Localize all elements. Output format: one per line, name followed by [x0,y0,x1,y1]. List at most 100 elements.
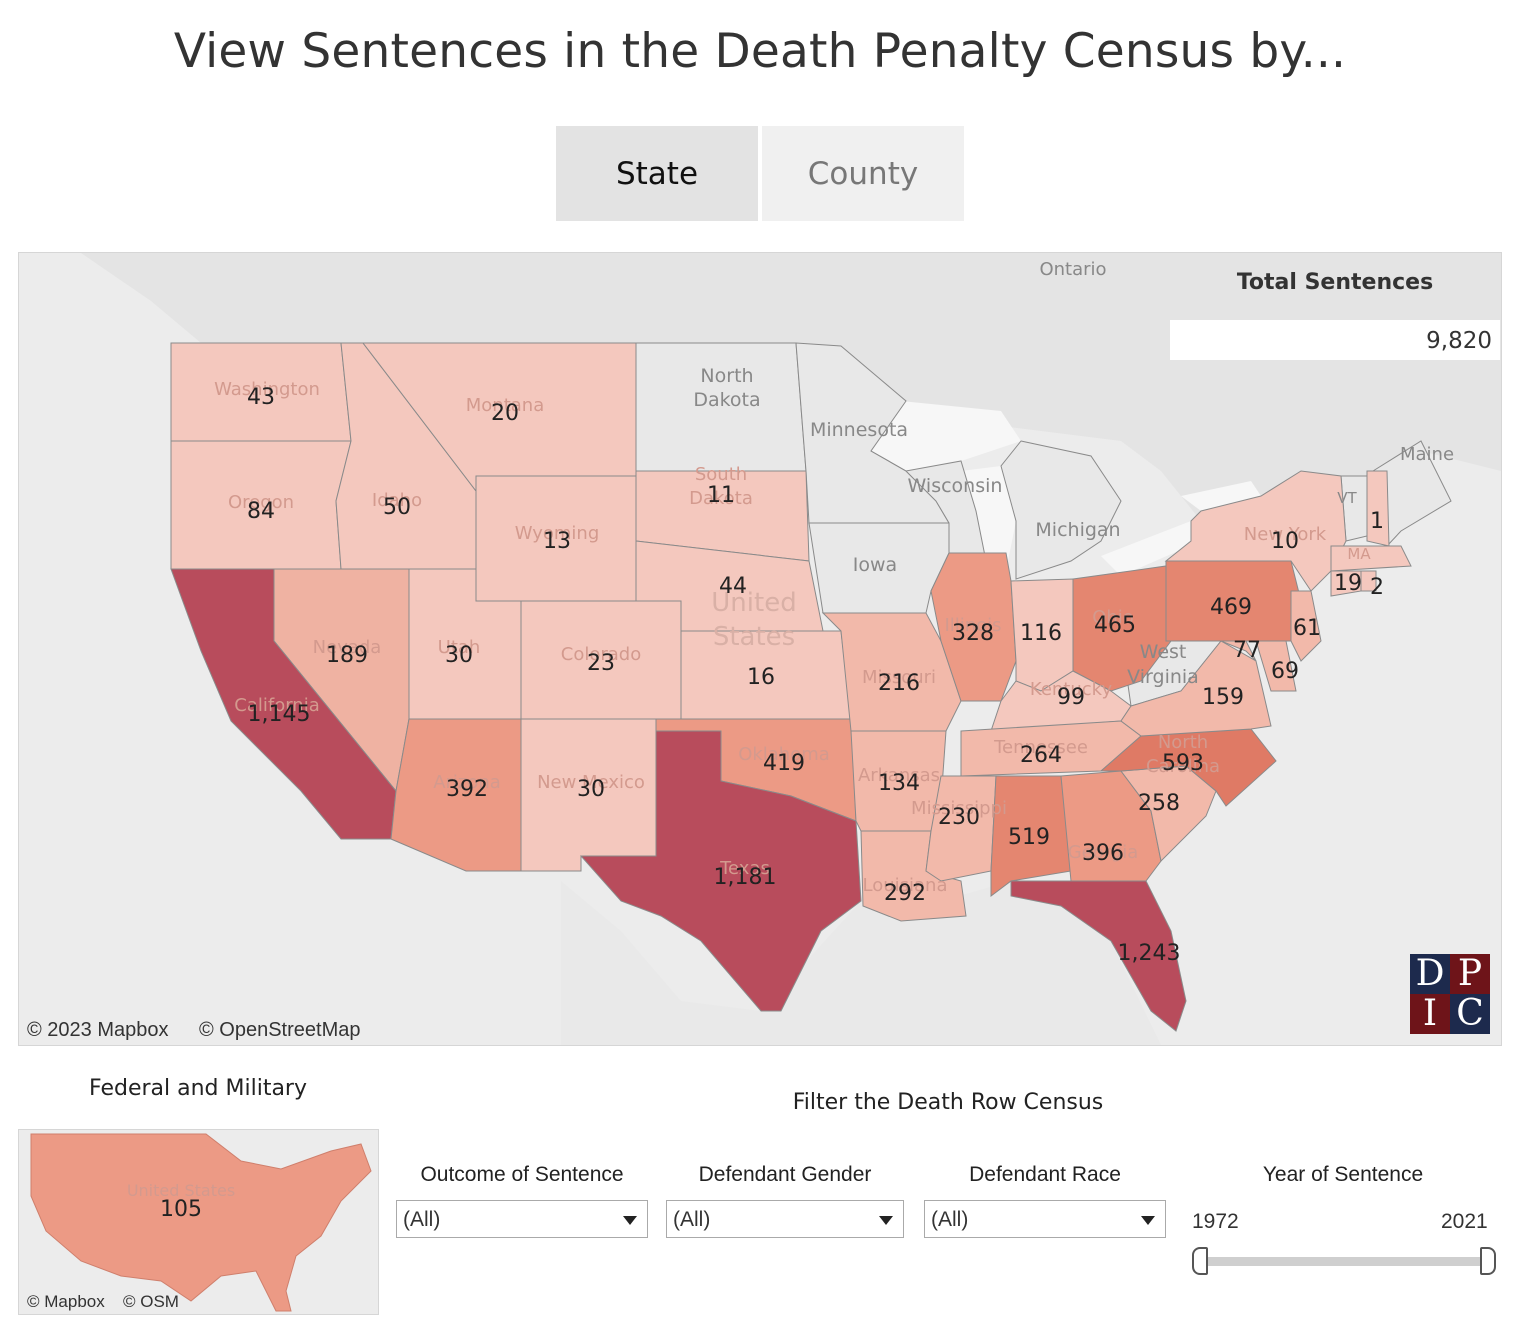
tab-county[interactable]: County [762,126,964,221]
value-louisiana: 292 [884,881,926,906]
gender-select-value: (All) [673,1208,711,1231]
value-connecticut: 19 [1334,571,1362,596]
value-ohio: 465 [1094,613,1136,638]
faint-missouri: Missouri [862,667,936,688]
faint-oklahoma: Oklahoma [738,744,830,765]
faint-idaho: Idaho [372,490,422,511]
federal-faint-label: United States [127,1181,235,1200]
faint-new-mexico: New Mexico [537,772,645,793]
label-united-states-1: United [711,588,796,618]
faint-nevada: Nevada [313,637,382,658]
value-new-mexico: 30 [577,777,605,802]
value-arizona: 392 [446,777,488,802]
gulf-water [561,881,1161,1045]
lake-ontario [1181,481,1261,511]
federal-map[interactable]: United States 105 © Mapbox © OSM [18,1129,379,1315]
federal-mapbox-attribution[interactable]: © Mapbox [27,1292,105,1311]
value-indiana: 116 [1020,621,1062,646]
faint-louisiana: Louisiana [863,875,948,896]
state-texas [579,730,862,1012]
value-alabama: 519 [1008,825,1050,850]
value-colorado: 23 [587,651,615,676]
value-pennsylvania: 469 [1210,595,1252,620]
label-michigan: Michigan [1035,519,1120,541]
value-georgia: 396 [1082,841,1124,866]
federal-title: Federal and Military [89,1076,307,1101]
state-map[interactable]: Ontario North Dakota Minnesota Wisconsin… [18,252,1502,1046]
state-michigan [1000,440,1122,580]
value-kentucky: 99 [1057,685,1085,710]
faint-mississippi: Mississippi [911,798,1007,819]
state-values: 43 84 1,145 50 189 20 13 30 392 23 30 11… [247,385,1384,966]
faint-south-dakota-1: South [695,464,747,485]
faint-north-carolina-1: North [1158,732,1208,753]
year-label: Year of Sentence [1262,1163,1424,1186]
value-missouri: 216 [878,671,920,696]
year-slider-min-handle[interactable] [1192,1247,1208,1275]
value-maryland: 77 [1233,638,1261,663]
federal-us-shape[interactable] [30,1133,372,1312]
year-slider-track[interactable] [1200,1257,1488,1266]
canada-land [81,253,1501,521]
faint-montana: Montana [466,395,544,416]
state-rhode-island [1360,570,1377,592]
label-maine: Maine [1400,444,1454,465]
outcome-label: Outcome of Sentence [420,1163,624,1186]
faint-wyoming: Wyoming [515,523,600,544]
faint-georgia: Georgia [1068,842,1139,863]
faint-ohio: Ohio [1092,607,1134,628]
label-vt: VT [1337,489,1357,507]
chevron-down-icon [879,1216,893,1225]
faint-texas: Texas [719,858,770,879]
total-sentences-label: Total Sentences [1236,270,1434,295]
mapbox-attribution[interactable]: © 2023 Mapbox [27,1019,169,1041]
value-idaho: 50 [383,495,411,520]
state-massachusetts [1330,545,1412,572]
race-label: Defendant Race [969,1163,1121,1186]
dpic-logo: D P I C [1410,954,1490,1034]
logo-letter-d: D [1410,954,1450,994]
gender-select[interactable]: (All) [666,1200,904,1238]
label-north-dakota-1: North [700,365,753,387]
lake-michigan [961,466,1016,571]
chevron-down-icon [623,1216,637,1225]
tab-state[interactable]: State [556,126,758,221]
faint-tennessee: Tennessee [993,737,1088,758]
faint-illinois: Illinois [944,615,1001,636]
value-rhode-island: 2 [1370,575,1384,600]
faint-arkansas: Arkansas [858,765,940,786]
faint-state-labels: Washington Oregon Idaho Montana Wyoming … [214,379,1371,896]
faint-south-dakota-2: Dakota [689,488,753,509]
state-new-jersey [1290,590,1322,662]
faint-colorado: Colorado [561,644,641,665]
value-north-carolina: 593 [1162,751,1204,776]
data-states[interactable] [170,342,1412,1032]
value-nebraska: 44 [719,574,747,599]
value-new-jersey: 61 [1293,616,1321,641]
faint-utah: Utah [438,637,481,658]
race-select-value: (All) [931,1208,969,1231]
state-florida [1010,880,1187,1032]
value-arkansas: 134 [878,771,920,796]
osm-attribution[interactable]: © OpenStreetMap [199,1019,360,1041]
total-sentences-value: 9,820 [1170,320,1500,360]
outcome-select[interactable]: (All) [396,1200,648,1238]
faint-kentucky: Kentucky [1030,679,1113,700]
page-title: View Sentences in the Death Penalty Cens… [173,24,1347,79]
federal-osm-attribution[interactable]: © OSM [123,1292,179,1311]
year-slider-max-handle[interactable] [1480,1247,1496,1275]
faint-california: California [234,695,319,716]
no-data-states [635,342,1452,707]
label-iowa: Iowa [853,554,897,576]
label-west-virginia-1: West [1140,641,1187,663]
value-oklahoma: 419 [763,751,805,776]
value-montana: 20 [491,401,519,426]
race-select[interactable]: (All) [924,1200,1166,1238]
label-ontario: Ontario [1039,259,1106,280]
value-illinois: 328 [952,621,994,646]
basemap-labels: Ontario North Dakota Minnesota Wisconsin… [693,259,1454,688]
value-south-carolina: 258 [1138,791,1180,816]
value-oregon: 84 [247,499,275,524]
logo-letter-i: I [1410,994,1450,1034]
value-new-york: 10 [1271,529,1299,554]
